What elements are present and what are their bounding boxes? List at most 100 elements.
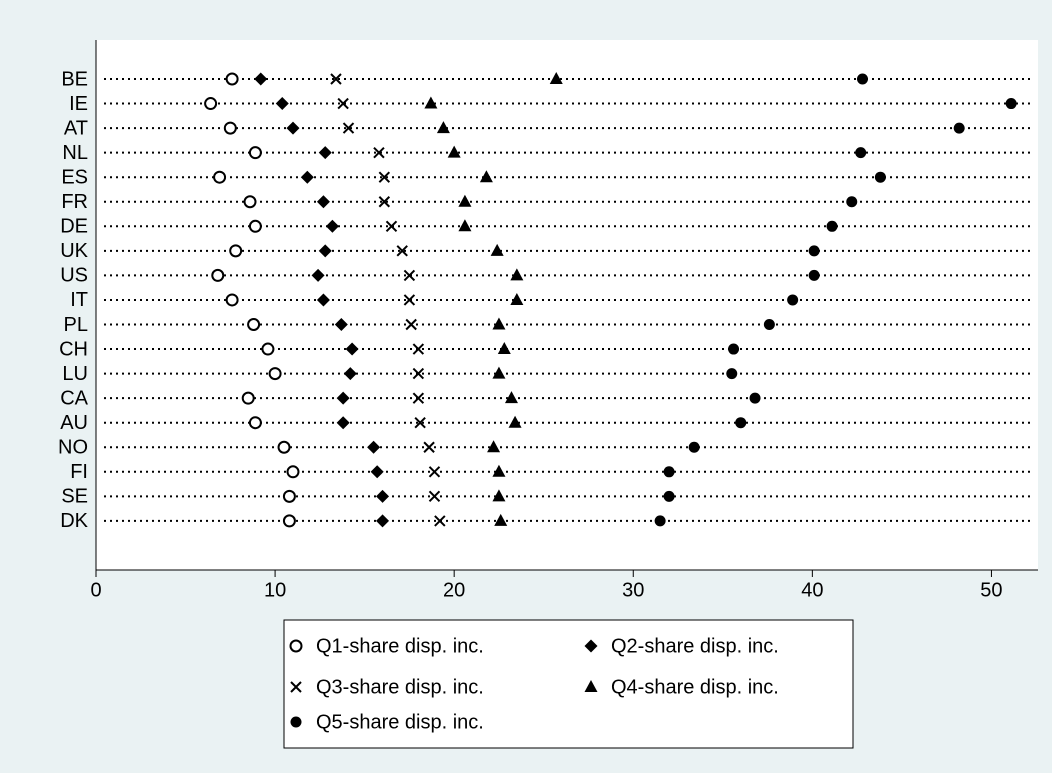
y-tick-label: FR [61, 191, 88, 213]
marker [490, 243, 504, 256]
marker [412, 367, 425, 380]
marker [434, 515, 446, 527]
marker [378, 171, 391, 183]
y-tick-label: DK [60, 510, 88, 532]
marker [492, 317, 506, 330]
plot-area [96, 40, 1038, 570]
legend-label: Q2-share disp. inc. [611, 635, 779, 657]
marker [385, 220, 398, 233]
y-tick-label: CA [60, 387, 88, 409]
marker [808, 245, 820, 257]
y-tick-label: CH [59, 338, 88, 360]
marker [874, 171, 886, 183]
marker [405, 318, 417, 331]
y-tick-label: NO [58, 437, 88, 459]
y-tick-label: NL [62, 142, 88, 164]
marker [345, 342, 359, 356]
marker [663, 490, 675, 502]
marker [229, 244, 243, 258]
marker [225, 293, 239, 307]
y-tick-label: SE [61, 486, 88, 508]
marker [275, 97, 289, 111]
x-tick-label: 30 [622, 579, 644, 601]
marker [436, 121, 450, 134]
marker [223, 121, 237, 135]
marker [479, 170, 493, 183]
marker [412, 392, 425, 404]
legend-label: Q1-share disp. inc. [316, 635, 484, 657]
marker [325, 219, 339, 233]
marker [492, 489, 506, 502]
marker [688, 441, 700, 453]
marker [247, 318, 261, 331]
marker [211, 268, 225, 282]
marker [225, 72, 239, 86]
marker [492, 366, 506, 379]
marker [856, 73, 868, 85]
marker [204, 97, 218, 111]
marker [376, 514, 390, 528]
marker [311, 268, 325, 282]
marker [497, 342, 511, 355]
marker [414, 416, 426, 429]
marker [423, 441, 435, 453]
marker [213, 170, 227, 184]
marker [370, 465, 384, 479]
marker [428, 490, 441, 503]
marker [510, 292, 524, 305]
marker [663, 466, 675, 478]
marker [376, 489, 390, 503]
marker [1005, 98, 1017, 110]
legend-marker [290, 716, 302, 728]
marker [508, 415, 522, 428]
marker [378, 196, 391, 208]
marker [412, 343, 425, 355]
x-tick-label: 40 [801, 579, 823, 601]
marker [749, 392, 761, 404]
marker [458, 194, 472, 207]
marker [318, 146, 332, 160]
marker [254, 72, 268, 86]
y-tick-label: IE [69, 93, 88, 115]
y-tick-label: FI [70, 461, 88, 483]
marker [826, 220, 838, 232]
x-tick-label: 10 [264, 579, 286, 601]
y-tick-label: BE [61, 68, 88, 90]
marker [510, 268, 524, 281]
marker [277, 440, 291, 454]
legend [283, 619, 854, 749]
legend-label: Q4-share disp. inc. [611, 676, 779, 698]
marker [953, 122, 965, 134]
marker [494, 513, 508, 526]
legend-marker [289, 639, 303, 653]
marker [248, 219, 262, 233]
marker [447, 145, 461, 158]
marker [330, 73, 342, 85]
marker [428, 466, 441, 478]
marker [458, 219, 472, 232]
y-tick-label: PL [64, 314, 88, 336]
marker [373, 146, 385, 159]
y-tick-label: UK [60, 240, 88, 262]
marker [726, 368, 738, 380]
legend-marker [584, 680, 598, 692]
marker [763, 319, 775, 330]
marker [424, 96, 438, 109]
marker [343, 367, 357, 381]
marker [403, 269, 416, 282]
marker [248, 416, 262, 430]
x-tick-label: 50 [980, 579, 1002, 601]
x-tick-label: 20 [443, 579, 465, 601]
marker [316, 293, 330, 307]
marker [654, 515, 666, 527]
marker [487, 440, 501, 453]
marker [300, 170, 314, 184]
marker [286, 121, 300, 135]
marker [728, 343, 740, 355]
marker [787, 294, 799, 306]
y-tick-label: LU [62, 363, 88, 385]
legend-marker [584, 639, 598, 653]
marker [336, 416, 350, 430]
